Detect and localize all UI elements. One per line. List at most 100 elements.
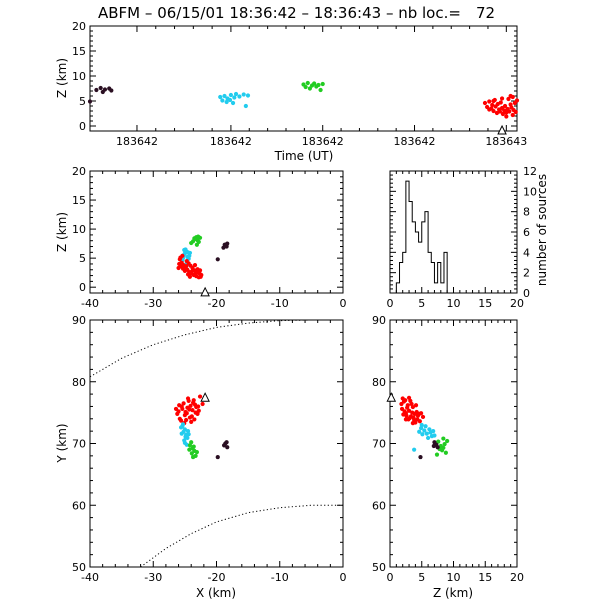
source-point-red (500, 111, 506, 117)
source-point-cyan (185, 250, 191, 255)
histogram-bin (412, 222, 415, 293)
y-tick-label: 2 (523, 267, 530, 280)
range-ring (140, 504, 343, 568)
source-point-red (188, 403, 193, 408)
x-tick-label: -40 (81, 297, 99, 310)
source-point-cyan (420, 432, 425, 437)
source-point-dark (431, 443, 436, 449)
source-point-dark (102, 87, 108, 92)
source-point-red (196, 408, 201, 413)
source-point-dark (94, 87, 99, 93)
source-point-red (180, 406, 185, 412)
x-y-ylabel: Y (km) (55, 423, 69, 463)
source-point-cyan (241, 92, 246, 97)
source-point-red (187, 274, 193, 279)
histogram-bin (441, 283, 444, 293)
figure-title: ABFM – 06/15/01 18:36:42 – 18:36:43 – nb… (98, 4, 461, 22)
source-point-red (192, 263, 198, 268)
source-point-red (181, 401, 186, 406)
range-ring (89, 319, 343, 378)
x-tick-label: 15 (478, 297, 492, 310)
source-point-red (498, 100, 503, 105)
source-point-green (312, 81, 317, 86)
y-tick-label: 70 (372, 438, 386, 451)
source-point-red (399, 401, 404, 407)
source-point-green (191, 444, 196, 449)
z-y-xlabel: Z (km) (433, 586, 473, 600)
source-point-red (189, 419, 194, 424)
source-point-red (497, 109, 503, 114)
x-tick-label: 20 (510, 571, 524, 584)
y-tick-label: 80 (372, 376, 386, 389)
x-tick-label: 183642 (116, 135, 158, 148)
histogram-outline (395, 180, 454, 294)
source-point-red (177, 261, 182, 267)
source-point-green (303, 84, 308, 90)
x-tick-label: 0 (340, 297, 347, 310)
source-point-red (506, 96, 511, 102)
source-point-dark (224, 440, 229, 445)
source-point-red (184, 411, 189, 416)
source-point-red (197, 394, 203, 399)
source-point-red (420, 414, 426, 420)
y-tick-label: 8 (523, 206, 530, 219)
panel-z-y: Z (km) 0 5 10 15 20 50 60 70 80 90 (372, 314, 524, 600)
source-point-red (507, 109, 512, 114)
source-point-red (403, 398, 408, 403)
source-point-red (482, 100, 488, 106)
y-tick-label: 15 (72, 45, 86, 58)
title-count: 72 (476, 4, 495, 22)
source-point-red (173, 406, 179, 412)
source-point-green (305, 80, 310, 86)
histogram-bin (419, 242, 422, 293)
title-date: 06/15/01 (157, 4, 224, 22)
source-point-red (499, 96, 505, 101)
source-point-red (406, 408, 412, 413)
y-tick-label: 10 (523, 185, 537, 198)
source-point-red (405, 405, 410, 410)
y-tick-label: 20 (72, 165, 86, 178)
x-tick-label: -30 (144, 571, 162, 584)
source-point-cyan (220, 98, 225, 103)
x-tick-label: -10 (271, 571, 289, 584)
station-triangle-icon (200, 286, 210, 297)
source-point-red (502, 103, 508, 109)
station-triangle-icon (386, 392, 397, 402)
x-tick-label: 0 (387, 297, 394, 310)
source-point-green (192, 236, 198, 242)
source-point-red (185, 396, 191, 401)
source-point-green (196, 234, 201, 239)
source-point-cyan (230, 100, 236, 106)
source-point-red (187, 407, 192, 412)
source-point-cyan (431, 429, 436, 434)
histogram-bin (434, 283, 437, 293)
source-point-cyan (419, 422, 424, 428)
source-point-red (177, 403, 182, 408)
source-point-red (514, 98, 520, 103)
x-tick-label: 15 (478, 571, 492, 584)
source-point-red (190, 400, 196, 405)
source-point-cyan (178, 425, 184, 430)
title-time-end: 18:36:43 (314, 4, 381, 22)
source-point-red (513, 109, 518, 115)
y-tick-label: 70 (72, 438, 86, 451)
source-point-cyan (412, 447, 417, 452)
source-point-red (200, 401, 205, 407)
source-point-red (178, 418, 184, 423)
y-tick-label: 12 (523, 165, 537, 178)
source-point-green (320, 81, 325, 87)
source-point-cyan (183, 434, 188, 439)
source-point-red (487, 99, 492, 104)
source-point-dark (221, 245, 226, 250)
source-point-cyan (233, 91, 239, 97)
histogram-ylabel: number of sources (535, 174, 549, 286)
y-tick-label: 90 (72, 314, 86, 327)
source-point-cyan (424, 431, 429, 436)
x-z-ylabel: Z (km) (55, 212, 69, 252)
y-tick-label: 0 (79, 120, 86, 133)
title-count-label: nb loc.= (398, 4, 461, 22)
time-height-ylabel: Z (km) (55, 58, 69, 98)
source-point-green (194, 242, 199, 247)
y-tick-label: 60 (72, 499, 86, 512)
